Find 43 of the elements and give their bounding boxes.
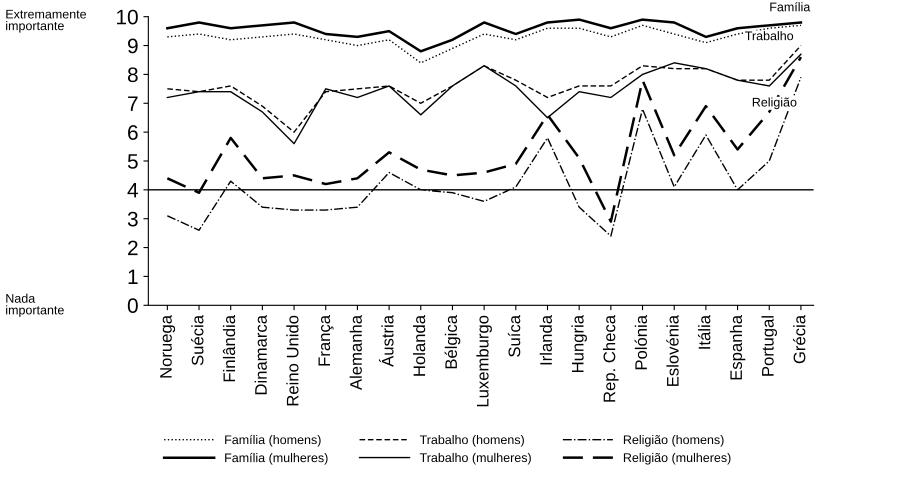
annotation: Religião	[752, 97, 796, 110]
y-tick-label: 6	[128, 125, 138, 140]
x-tick-label: Bélgica	[444, 315, 460, 368]
y-tick-label: 0	[128, 298, 138, 314]
x-tick-label: Irlanda	[540, 315, 552, 364]
x-tick-label: Reino Unido	[286, 316, 299, 406]
x-tick-label: Finlândia	[222, 315, 236, 382]
legend-label: Religião (homens)	[624, 434, 724, 447]
x-tick-label: Espanha	[730, 315, 746, 380]
legend-label: Família (mulheres)	[225, 452, 328, 465]
x-tick-label: Dinamarca	[254, 315, 267, 394]
x-tick-label: Suécia	[191, 315, 204, 366]
y-tick-label: 1	[128, 270, 138, 284]
x-tick-label: Áustria	[378, 315, 394, 367]
y-tick-label: 4	[128, 183, 138, 198]
y-tick-label: 7	[128, 96, 138, 111]
x-tick-label: França	[318, 315, 334, 366]
x-tick-label: Noruega	[160, 315, 176, 378]
x-tick-label: Alemanha	[350, 315, 362, 390]
x-tick-label: Suíca	[508, 315, 520, 357]
x-tick-label: Eslovénia	[666, 315, 679, 386]
text: Nada importante	[6, 294, 64, 317]
y-tick-label: 8	[128, 67, 138, 82]
text: Extremamente importante	[6, 10, 86, 33]
legend-label: Trabalho (mulheres)	[420, 452, 531, 465]
y-tick-label: 9	[128, 38, 138, 54]
x-tick-label: Holanda	[413, 315, 426, 376]
x-tick-label: Polónia	[634, 315, 647, 370]
y-tick-label: 2	[128, 240, 138, 256]
legend-label: Família (homens)	[225, 434, 321, 447]
annotation: Trabalho	[745, 31, 794, 40]
x-tick-label: Grécia	[792, 315, 806, 364]
x-tick-label: Luxemburgo	[476, 316, 492, 406]
y-tick-label: 5	[128, 154, 138, 169]
legend-label: Religião (mulheres)	[624, 452, 730, 465]
x-tick-label: Itália	[698, 315, 710, 349]
legend-label: Trabalho (homens)	[420, 434, 524, 447]
y-tick-label: 10	[117, 10, 138, 24]
y-tick-label: 3	[128, 212, 138, 226]
x-tick-label: Hungria	[571, 315, 587, 372]
text: Família	[770, 2, 810, 12]
x-tick-label: Portugal	[761, 316, 778, 376]
x-tick-label: Rep. Checa	[603, 315, 619, 402]
